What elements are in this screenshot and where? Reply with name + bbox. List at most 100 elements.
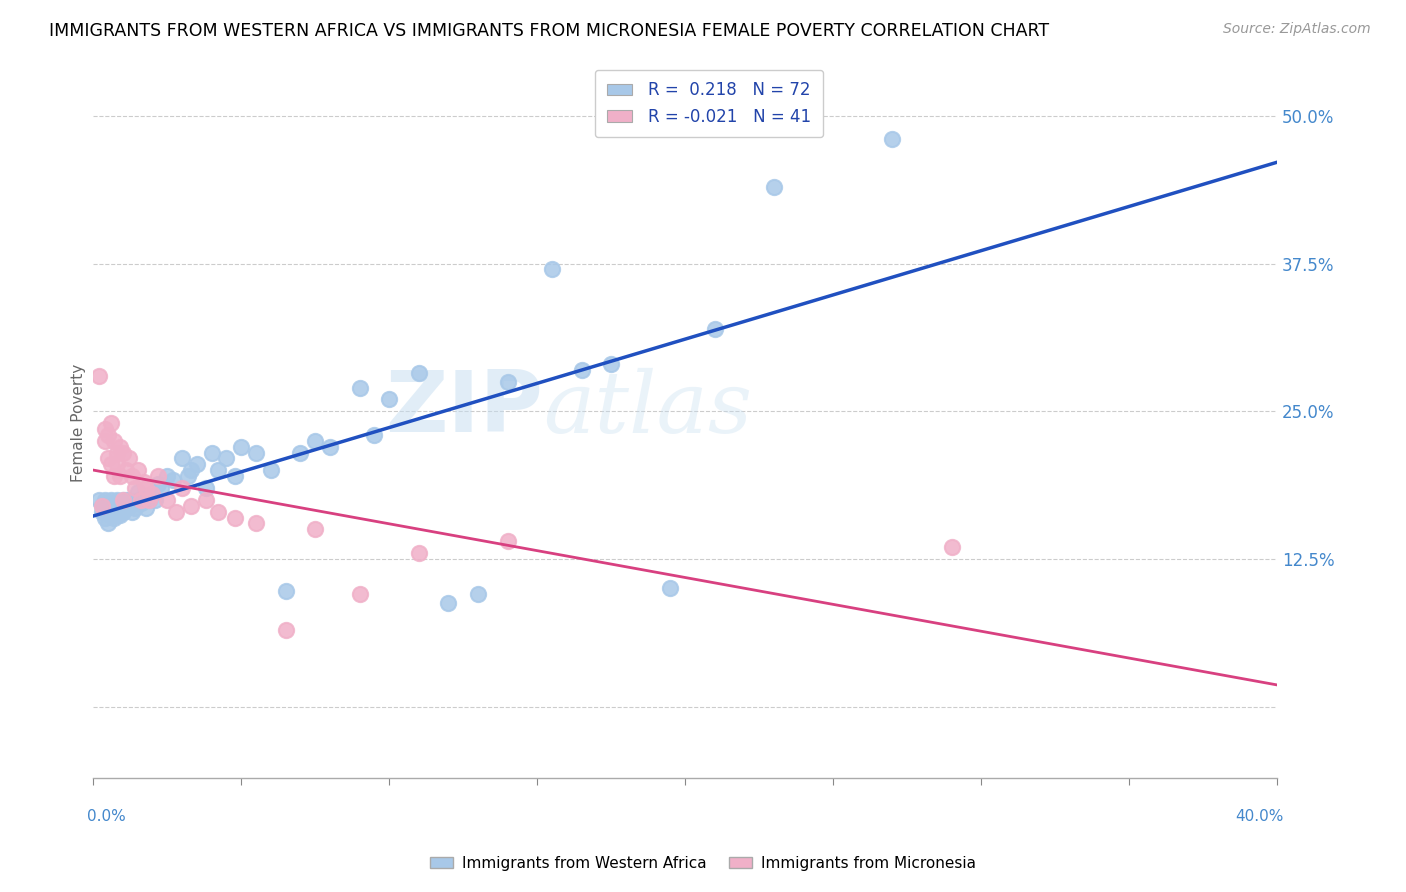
Point <box>103 510 125 524</box>
Point <box>180 499 202 513</box>
Point <box>138 492 160 507</box>
Point <box>200 445 222 459</box>
Point <box>105 501 128 516</box>
Point <box>496 375 519 389</box>
Point <box>207 505 229 519</box>
Point <box>180 463 202 477</box>
Point <box>118 451 141 466</box>
Point <box>97 505 120 519</box>
Point <box>245 516 267 531</box>
Point <box>349 587 371 601</box>
Point <box>105 492 128 507</box>
Text: ZIP: ZIP <box>385 368 543 450</box>
Point <box>111 505 134 519</box>
Point <box>127 463 149 477</box>
Point <box>121 469 143 483</box>
Point <box>186 458 208 472</box>
Point <box>100 416 122 430</box>
Text: 0.0%: 0.0% <box>87 809 127 824</box>
Point <box>541 262 564 277</box>
Point <box>111 445 134 459</box>
Point <box>118 499 141 513</box>
Point <box>114 501 136 516</box>
Point <box>571 363 593 377</box>
Point <box>224 510 246 524</box>
Point <box>177 469 200 483</box>
Text: atlas: atlas <box>543 368 752 450</box>
Point <box>105 458 128 472</box>
Point <box>100 508 122 523</box>
Point <box>304 434 326 448</box>
Point <box>349 381 371 395</box>
Point <box>91 499 114 513</box>
Point <box>141 487 163 501</box>
Point <box>105 445 128 459</box>
Point <box>111 496 134 510</box>
Text: 40.0%: 40.0% <box>1234 809 1284 824</box>
Text: Source: ZipAtlas.com: Source: ZipAtlas.com <box>1223 22 1371 37</box>
Point <box>194 481 217 495</box>
Point <box>100 492 122 507</box>
Point <box>129 492 152 507</box>
Point <box>274 623 297 637</box>
Point <box>129 496 152 510</box>
Point <box>170 481 193 495</box>
Point <box>148 469 170 483</box>
Point <box>496 534 519 549</box>
Point <box>600 357 623 371</box>
Point <box>170 451 193 466</box>
Point <box>87 492 110 507</box>
Point <box>135 481 157 495</box>
Point <box>97 516 120 531</box>
Point <box>127 492 149 507</box>
Point <box>274 583 297 598</box>
Point <box>94 510 117 524</box>
Point <box>378 392 401 407</box>
Point <box>121 505 143 519</box>
Point <box>124 501 146 516</box>
Point <box>91 505 114 519</box>
Point <box>408 546 430 560</box>
Point <box>111 492 134 507</box>
Point <box>108 469 131 483</box>
Point <box>141 487 163 501</box>
Point <box>319 440 342 454</box>
Point <box>111 492 134 507</box>
Point <box>703 321 725 335</box>
Point <box>105 508 128 523</box>
Point <box>882 132 904 146</box>
Point <box>114 463 136 477</box>
Point <box>97 428 120 442</box>
Point <box>100 501 122 516</box>
Point <box>156 469 179 483</box>
Legend: R =  0.218   N = 72, R = -0.021   N = 41: R = 0.218 N = 72, R = -0.021 N = 41 <box>595 70 823 137</box>
Point <box>260 463 283 477</box>
Point <box>108 508 131 523</box>
Point <box>659 582 682 596</box>
Point <box>121 496 143 510</box>
Point <box>763 179 786 194</box>
Point <box>94 422 117 436</box>
Point <box>363 428 385 442</box>
Point <box>108 499 131 513</box>
Point <box>100 458 122 472</box>
Point <box>97 496 120 510</box>
Point <box>162 473 184 487</box>
Point <box>108 440 131 454</box>
Point <box>148 477 170 491</box>
Point <box>156 492 179 507</box>
Point <box>215 451 238 466</box>
Point <box>103 469 125 483</box>
Point <box>467 587 489 601</box>
Y-axis label: Female Poverty: Female Poverty <box>72 364 86 483</box>
Point <box>97 451 120 466</box>
Point <box>135 501 157 516</box>
Point <box>194 492 217 507</box>
Point <box>103 505 125 519</box>
Point <box>245 445 267 459</box>
Point <box>132 475 155 490</box>
Point <box>91 499 114 513</box>
Point <box>408 367 430 381</box>
Legend: Immigrants from Western Africa, Immigrants from Micronesia: Immigrants from Western Africa, Immigran… <box>423 850 983 877</box>
Point <box>138 492 160 507</box>
